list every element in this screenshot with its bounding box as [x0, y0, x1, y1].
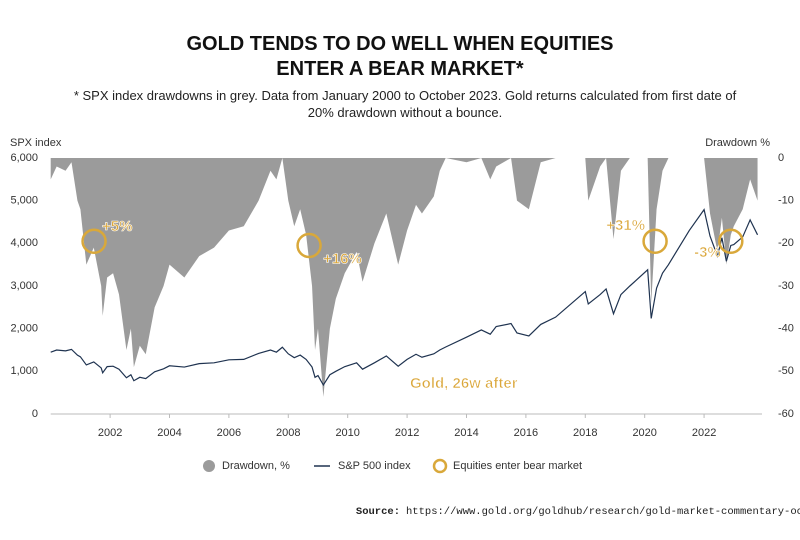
y2-axis-label: Drawdown % [705, 137, 770, 149]
y2-tick-label: -20 [778, 237, 794, 249]
y2-tick-label: -50 [778, 365, 794, 377]
legend-swatch [203, 460, 215, 472]
y-tick-label: 4,000 [10, 237, 38, 249]
y-tick-label: 3,000 [10, 280, 38, 292]
x-tick-label: 2012 [395, 427, 419, 439]
bear-market-marker [642, 228, 668, 254]
chart-subtitle: * SPX index drawdowns in grey. Data from… [73, 88, 737, 120]
x-tick-label: 2018 [573, 427, 597, 439]
y2-tick-label: -10 [778, 195, 794, 207]
x-tick-label: 2022 [692, 427, 716, 439]
y-tick-label: 1,000 [10, 365, 38, 377]
y-tick-label: 0 [32, 408, 38, 420]
legend-label: Equities enter bear market [453, 460, 582, 472]
x-tick-label: 2008 [276, 427, 300, 439]
index-line [50, 208, 759, 387]
plot-area [50, 158, 759, 397]
bear-market-marker [81, 228, 107, 254]
y2-tick-label: -40 [778, 323, 794, 335]
y-tick-label: 5,000 [10, 195, 38, 207]
legend-swatch [432, 458, 448, 474]
x-tick-label: 2020 [632, 427, 656, 439]
y-axis-label: SPX index [10, 137, 62, 149]
x-tick-label: 2016 [514, 427, 538, 439]
y-tick-label: 6,000 [10, 152, 38, 164]
source-url: https://www.gold.org/goldhub/research/go… [406, 506, 800, 518]
x-tick-label: 2004 [157, 427, 181, 439]
source-label: Source: [356, 506, 400, 518]
drawdown-area [50, 158, 758, 397]
gold-return-label: +31% [606, 217, 645, 234]
y2-tick-label: -60 [778, 408, 794, 420]
gold-return-label: +5% [102, 218, 132, 235]
y2-tick-label: -30 [778, 280, 794, 292]
chart-title: GOLD TENDS TO DO WELL WHEN EQUITIES ENTE… [186, 33, 614, 80]
x-tick-label: 2010 [335, 427, 359, 439]
y-tick-label: 2,000 [10, 323, 38, 335]
legend-label: S&P 500 index [338, 460, 411, 472]
gold-return-label: -3% [694, 244, 721, 261]
x-tick-label: 2014 [454, 427, 478, 439]
y2-tick-label: 0 [778, 152, 784, 164]
gold-return-label: +16% [323, 250, 362, 267]
bear-market-marker [718, 228, 744, 254]
legend-label: Drawdown, % [222, 460, 290, 472]
x-tick-label: 2002 [98, 427, 122, 439]
x-tick-label: 2006 [217, 427, 241, 439]
bear-market-marker [296, 232, 322, 259]
note: Gold, 26w after [410, 375, 518, 392]
